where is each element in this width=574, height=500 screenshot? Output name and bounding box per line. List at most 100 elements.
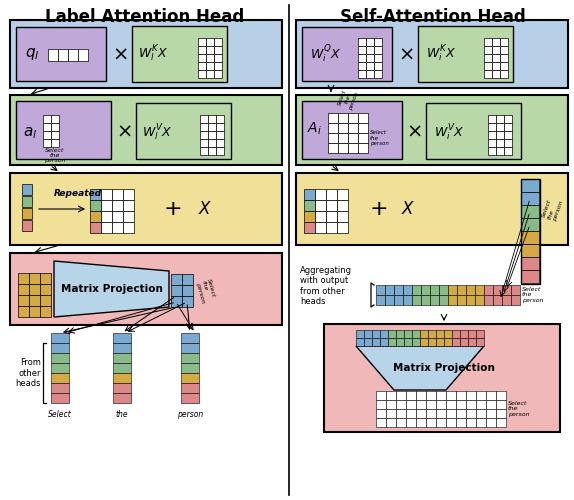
Text: Select: Select — [45, 148, 65, 153]
Bar — [466, 391, 476, 400]
Bar — [51, 115, 59, 123]
Bar — [112, 189, 123, 200]
Text: $X$: $X$ — [401, 200, 415, 218]
Bar — [406, 391, 416, 400]
Bar — [22, 220, 32, 231]
Bar — [296, 95, 568, 165]
Text: $\times$: $\times$ — [406, 122, 422, 141]
Bar — [500, 38, 508, 46]
Bar — [338, 113, 348, 123]
Text: Aggregating
with output
from other
heads: Aggregating with output from other heads — [300, 266, 352, 306]
Bar — [29, 306, 40, 317]
Bar — [436, 409, 446, 418]
Bar — [366, 38, 374, 46]
Bar — [326, 189, 337, 200]
Bar — [366, 46, 374, 54]
Bar — [348, 143, 358, 153]
Bar — [372, 330, 380, 338]
Bar — [302, 27, 392, 81]
Bar — [315, 211, 326, 222]
Bar — [466, 285, 475, 295]
Bar — [504, 147, 512, 155]
Text: From
other
heads: From other heads — [15, 358, 41, 388]
Bar — [208, 131, 216, 139]
Text: Label Attention Head: Label Attention Head — [45, 8, 245, 26]
Bar — [396, 418, 406, 427]
Bar — [496, 115, 504, 123]
Bar — [448, 285, 457, 295]
Bar — [404, 330, 412, 338]
Bar — [484, 295, 493, 305]
Bar — [374, 62, 382, 70]
Bar — [388, 338, 396, 346]
Bar — [348, 133, 358, 143]
Bar — [511, 285, 520, 295]
Bar — [16, 101, 111, 159]
Bar — [446, 391, 456, 400]
Bar — [51, 139, 59, 147]
Bar — [426, 391, 436, 400]
Bar — [328, 133, 338, 143]
Bar — [10, 95, 282, 165]
Bar — [214, 38, 222, 46]
Bar — [418, 26, 513, 82]
Bar — [504, 131, 512, 139]
Bar — [488, 139, 496, 147]
Bar — [206, 38, 214, 46]
Bar — [436, 330, 444, 338]
Bar — [51, 383, 69, 393]
Bar — [198, 62, 206, 70]
Bar — [358, 38, 366, 46]
Bar — [356, 338, 364, 346]
Bar — [444, 338, 452, 346]
Bar — [492, 62, 500, 70]
Bar — [208, 115, 216, 123]
Bar — [404, 338, 412, 346]
Bar — [216, 139, 224, 147]
Text: $W_i^K X$: $W_i^K X$ — [426, 44, 456, 64]
Bar — [358, 54, 366, 62]
Bar — [386, 391, 396, 400]
Bar — [457, 285, 466, 295]
Bar — [304, 222, 315, 233]
Bar — [43, 139, 51, 147]
Bar — [200, 147, 208, 155]
Bar — [364, 338, 372, 346]
Bar — [496, 123, 504, 131]
Text: Select
the
person: Select the person — [508, 400, 530, 417]
Bar — [51, 393, 69, 403]
Bar — [356, 330, 364, 338]
Text: $+$: $+$ — [163, 199, 181, 219]
Bar — [304, 200, 315, 211]
Bar — [51, 363, 69, 373]
Bar — [181, 333, 199, 343]
Bar — [496, 409, 506, 418]
Bar — [511, 295, 520, 305]
Bar — [476, 418, 486, 427]
Bar — [388, 330, 396, 338]
Bar — [421, 295, 430, 305]
Bar — [493, 285, 502, 295]
Text: Select
the
person: Select the person — [195, 278, 216, 303]
Bar — [208, 123, 216, 131]
Bar — [386, 400, 396, 409]
Bar — [436, 391, 446, 400]
Bar — [403, 285, 412, 295]
Bar — [358, 46, 366, 54]
Bar — [484, 54, 492, 62]
Bar — [386, 418, 396, 427]
Bar — [51, 333, 69, 343]
Bar — [337, 211, 348, 222]
Bar — [426, 400, 436, 409]
Bar — [113, 333, 131, 343]
Bar — [182, 296, 193, 307]
Bar — [521, 178, 540, 284]
Bar — [181, 363, 199, 373]
Bar — [200, 131, 208, 139]
Text: $W_l^V X$: $W_l^V X$ — [142, 123, 172, 143]
Bar — [29, 295, 40, 306]
Bar — [436, 400, 446, 409]
Bar — [358, 133, 368, 143]
Bar — [29, 273, 40, 284]
Bar — [206, 62, 214, 70]
